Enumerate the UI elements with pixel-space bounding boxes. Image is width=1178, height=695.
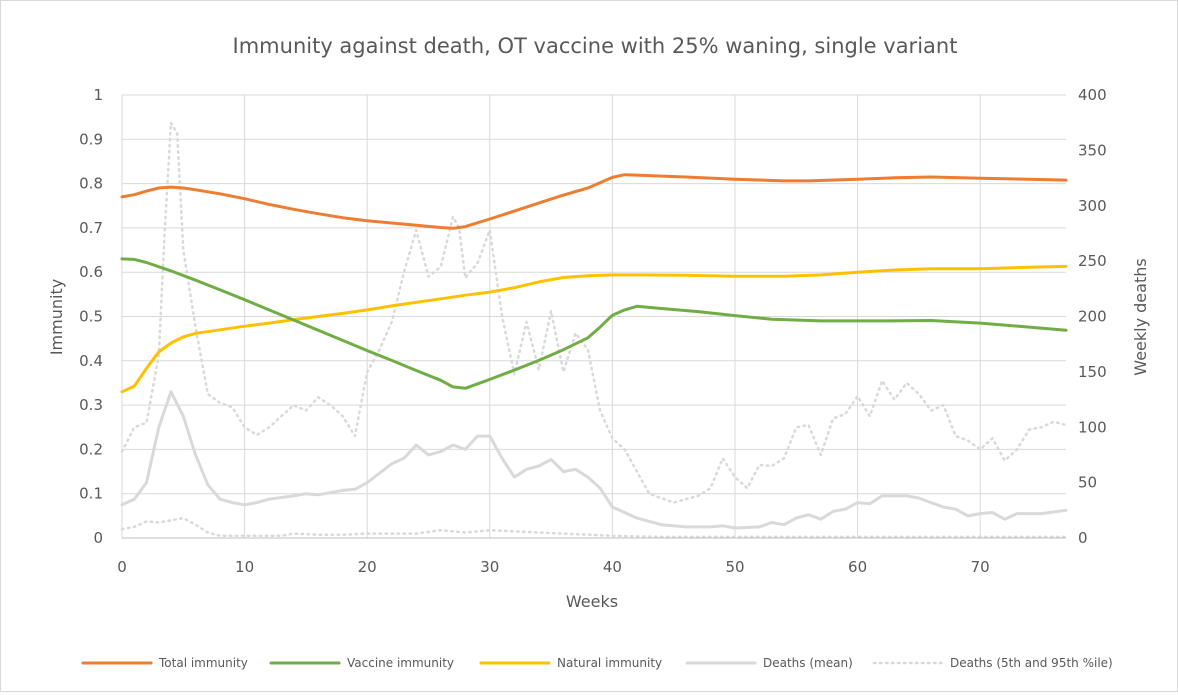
y2-tick-label: 0 [1078, 529, 1088, 547]
y-tick-label: 0 [93, 529, 103, 547]
y2-axis-title: Weekly deaths [1131, 258, 1150, 375]
y2-tick-label: 300 [1078, 197, 1107, 215]
y2-tick-label: 200 [1078, 308, 1107, 326]
y-tick-label: 0.4 [79, 352, 103, 370]
y-axis-title: Immunity [47, 279, 66, 355]
legend-label: Deaths (5th and 95th %ile) [950, 656, 1113, 670]
series-line-vaccine-immunity [120, 257, 1068, 390]
y-tick-label: 0.7 [79, 219, 103, 237]
y-tick-label: 0.2 [79, 440, 103, 458]
series-line-deaths-5th-and-95th-ile [120, 121, 1068, 504]
x-tick-label: 20 [358, 558, 377, 576]
x-axis-title: Weeks [566, 592, 618, 611]
y-tick-label: 1 [93, 86, 103, 104]
y2-tick-label: 250 [1078, 252, 1107, 270]
legend-label: Total immunity [158, 656, 248, 670]
series-line-total-immunity [120, 173, 1068, 230]
legend-item: Deaths (mean) [685, 656, 853, 670]
y2-tick-label: 350 [1078, 141, 1107, 159]
legend-item: Deaths (5th and 95th %ile) [872, 656, 1113, 670]
y-tick-label: 0.5 [79, 308, 103, 326]
x-tick-label: 30 [480, 558, 499, 576]
legend-item: Natural immunity [479, 656, 662, 670]
chart-title: Immunity against death, OT vaccine with … [233, 34, 958, 58]
x-tick-label: 60 [848, 558, 867, 576]
legend-label: Natural immunity [557, 656, 662, 670]
legend-item: Vaccine immunity [269, 656, 454, 670]
legend-label: Vaccine immunity [347, 656, 454, 670]
y-tick-label: 0.1 [79, 485, 103, 503]
y-tick-label: 0.9 [79, 130, 103, 148]
y2-tick-label: 100 [1078, 418, 1107, 436]
series-line-deaths-5th-and-95th-ile [120, 516, 1068, 539]
series-layer [120, 121, 1068, 539]
legend-label: Deaths (mean) [763, 656, 853, 670]
y2-tick-label: 50 [1078, 474, 1097, 492]
series-line-natural-immunity [120, 264, 1068, 394]
x-tick-label: 0 [117, 558, 127, 576]
axes: 00.10.20.30.40.50.60.70.80.910 10 20 30 40 50… [79, 86, 1107, 576]
y2-tick-label: 400 [1078, 86, 1107, 104]
x-tick-label: 70 [971, 558, 990, 576]
series-line-deaths-mean [120, 390, 1068, 530]
y-tick-label: 0.6 [79, 263, 103, 281]
x-tick-label: 50 [725, 558, 744, 576]
x-tick-label: 40 [603, 558, 622, 576]
x-tick-label: 10 [235, 558, 254, 576]
y-tick-label: 0.3 [79, 396, 103, 414]
y-tick-label: 0.8 [79, 175, 103, 193]
gridlines [121, 94, 1066, 539]
y2-tick-label: 150 [1078, 363, 1107, 381]
legend-item: Total immunity [81, 656, 248, 670]
legend: Total immunity Vaccine immunity Natural im… [81, 656, 1113, 670]
